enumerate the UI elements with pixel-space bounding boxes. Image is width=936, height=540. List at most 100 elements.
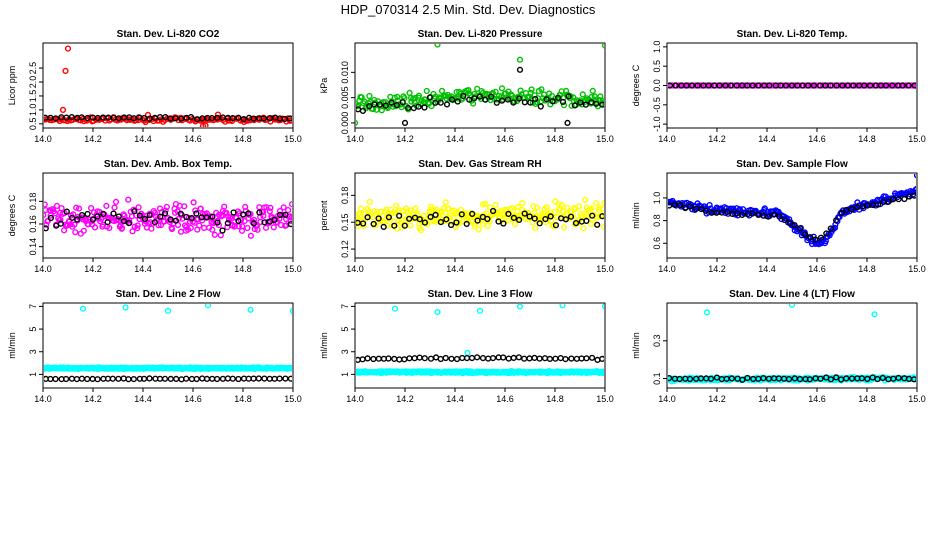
data-point — [78, 212, 86, 219]
data-point — [204, 304, 212, 309]
data-point — [600, 224, 604, 231]
panel-title: Stan. Dev. Line 3 Flow — [428, 289, 533, 300]
data-point — [469, 210, 476, 218]
data-point — [80, 227, 87, 234]
x-tick-label: 14.0 — [34, 394, 52, 404]
data-point — [702, 207, 709, 214]
data-point — [489, 355, 497, 362]
data-point — [414, 210, 421, 217]
data-point — [244, 224, 251, 232]
x-tick-label: 14.0 — [658, 394, 676, 404]
y-tick-label: 0.000 — [340, 112, 350, 135]
data-point — [806, 376, 813, 383]
data-point — [199, 217, 206, 224]
data-point — [164, 307, 172, 315]
data-point — [163, 203, 170, 211]
data-point — [459, 95, 467, 102]
data-point — [589, 87, 596, 95]
x-tick-label: 14.0 — [346, 264, 364, 274]
data-point — [388, 99, 395, 106]
data-point — [122, 304, 129, 311]
data-point — [196, 222, 203, 229]
data-point — [838, 209, 845, 217]
data-point — [70, 211, 77, 218]
x-tick-label: 14.8 — [858, 134, 876, 144]
points — [44, 304, 292, 383]
data-point — [356, 119, 359, 126]
data-point — [781, 216, 788, 224]
data-point — [552, 222, 560, 229]
points — [44, 196, 292, 239]
data-point — [426, 94, 434, 101]
data-point — [583, 217, 590, 225]
data-point — [366, 103, 373, 110]
data-point — [564, 204, 571, 211]
data-point — [254, 226, 261, 233]
data-point — [250, 220, 258, 227]
y-axis-label: ml/min — [631, 332, 641, 359]
plot-frame — [354, 42, 606, 129]
data-point — [44, 201, 48, 208]
data-point — [115, 213, 122, 220]
y-tick-label: 1.5 — [28, 90, 38, 103]
data-point — [743, 82, 751, 89]
data-point — [515, 216, 523, 224]
data-point — [235, 375, 242, 383]
data-point — [443, 101, 451, 108]
data-point — [262, 224, 270, 231]
x-tick-label: 15.0 — [596, 134, 614, 144]
data-point — [221, 203, 228, 210]
data-point — [94, 376, 101, 383]
x-tick-label: 14.0 — [658, 134, 676, 144]
data-point — [287, 221, 292, 228]
data-point — [91, 224, 99, 231]
y-tick-label: 0.5 — [28, 118, 38, 131]
data-point — [668, 82, 673, 89]
data-point — [515, 95, 523, 102]
x-tick-label: 15.0 — [284, 264, 302, 274]
data-point — [224, 224, 231, 231]
data-point — [597, 93, 604, 100]
x-tick-label: 14.2 — [84, 394, 102, 404]
data-point — [492, 88, 499, 95]
data-point — [532, 225, 539, 232]
data-point — [52, 375, 59, 383]
x-tick-label: 15.0 — [596, 264, 614, 274]
data-point — [104, 219, 111, 226]
data-point — [510, 99, 517, 106]
data-point — [564, 119, 571, 127]
data-point — [543, 204, 550, 211]
data-point — [398, 217, 406, 224]
data-point — [588, 205, 595, 212]
data-point — [404, 208, 411, 215]
data-point — [214, 375, 221, 383]
data-point — [817, 375, 824, 382]
y-tick-label: -0.5 — [652, 97, 662, 113]
data-point — [177, 210, 184, 217]
data-point — [465, 86, 472, 94]
data-point — [112, 198, 120, 206]
data-point — [517, 87, 524, 94]
data-point — [470, 100, 477, 107]
data-point — [905, 82, 912, 89]
x-tick-label: 14.0 — [34, 264, 52, 274]
x-tick-label: 14.4 — [758, 264, 776, 274]
data-point — [162, 207, 169, 214]
data-point — [415, 92, 423, 99]
data-point — [596, 204, 603, 211]
data-point — [668, 375, 673, 382]
data-point — [442, 354, 449, 362]
x-tick-label: 14.4 — [134, 264, 152, 274]
data-point — [203, 214, 210, 221]
data-point — [687, 203, 694, 210]
panel-1: Stan. Dev. Li-820 CO2 14.0 14.2 14.4 14.6 14.… — [7, 29, 302, 144]
data-point — [359, 107, 367, 115]
y-tick-label: 0.8 — [652, 214, 662, 227]
data-point — [543, 96, 550, 103]
plot-frame — [42, 42, 294, 129]
data-point — [770, 211, 778, 218]
data-point — [874, 376, 881, 383]
data-point — [796, 376, 804, 383]
data-point — [484, 215, 491, 223]
y-tick-label: 5 — [340, 327, 350, 332]
